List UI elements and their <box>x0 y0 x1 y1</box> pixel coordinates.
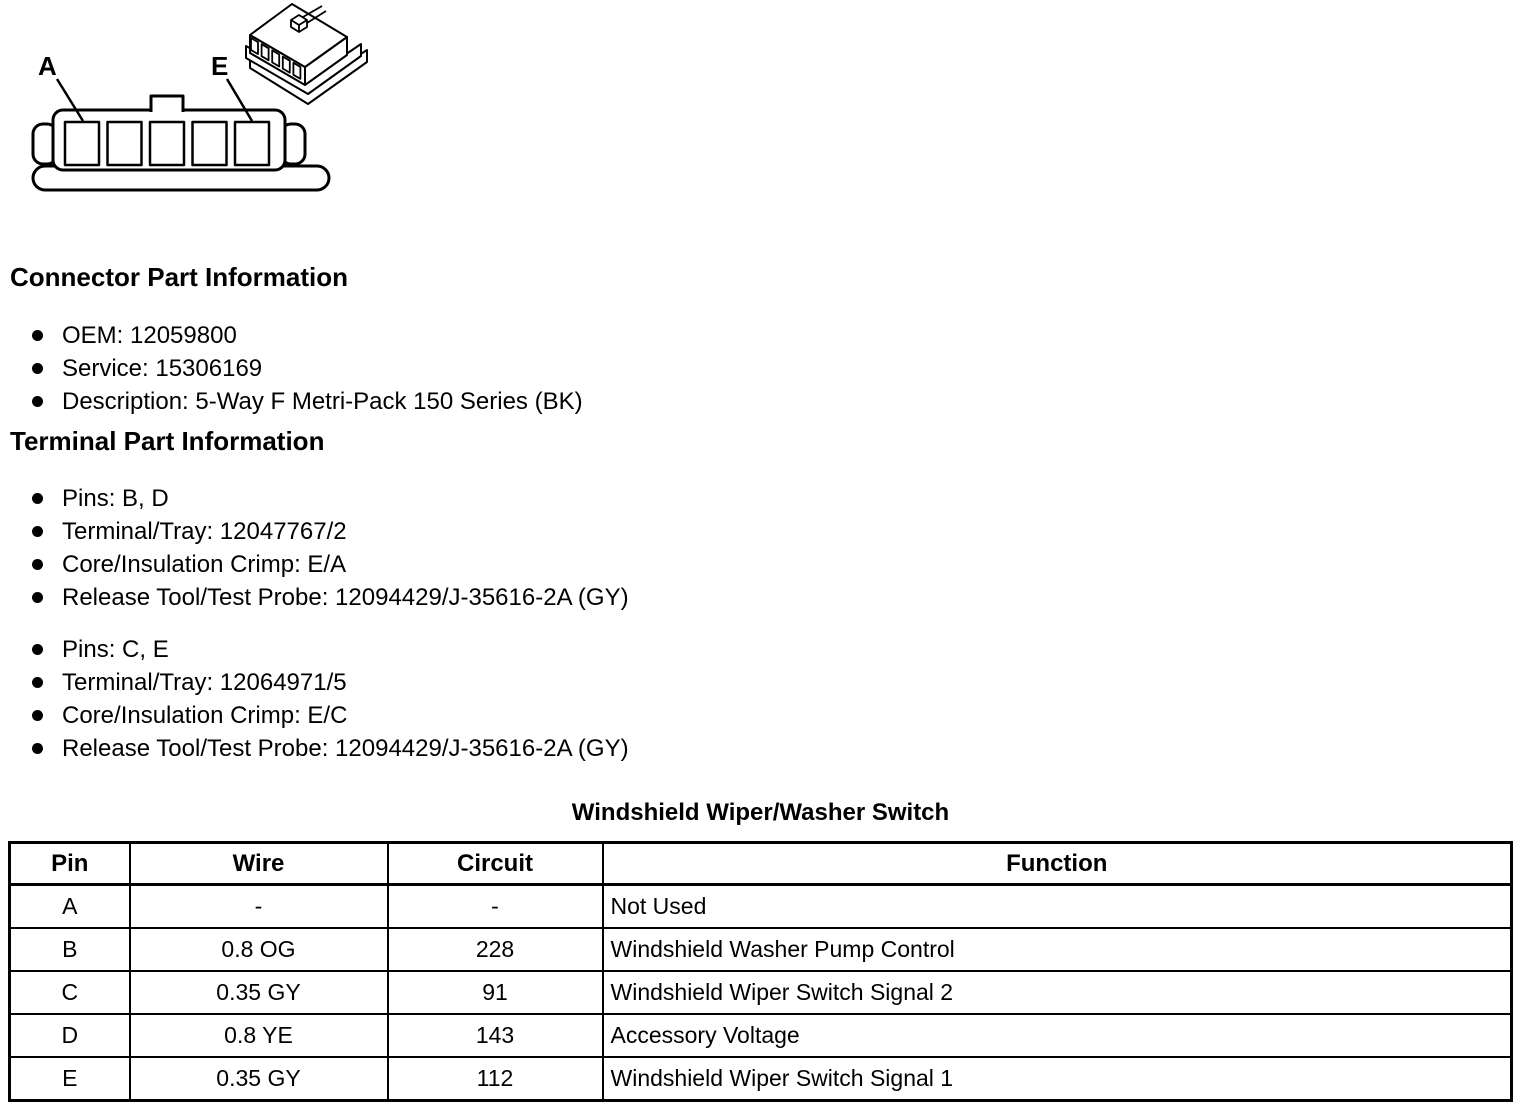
pin-cavities <box>63 120 271 167</box>
cell-pin: A <box>8 883 131 929</box>
bullet-icon <box>32 592 43 603</box>
bullet-icon <box>32 559 43 570</box>
leader-line-a <box>55 78 85 122</box>
iso-lock-tab <box>290 5 327 33</box>
list-item-text: Service: 15306169 <box>62 354 263 382</box>
list-item: Pins: B, D <box>0 482 1520 515</box>
cell-circuit: 112 <box>386 1056 604 1102</box>
cell-pin: E <box>8 1056 131 1102</box>
bullet-icon <box>32 710 43 721</box>
table-row: A - - Not Used <box>8 883 1513 929</box>
bullet-icon <box>32 644 43 655</box>
pinout-table: Pin Wire Circuit Function A - - Not Used… <box>8 841 1513 1102</box>
cell-wire: 0.35 GY <box>128 970 389 1015</box>
list-item: Service: 15306169 <box>0 352 1520 385</box>
cell-pin: B <box>8 927 131 972</box>
list-item: Core/Insulation Crimp: E/A <box>0 548 1520 581</box>
cell-circuit: 143 <box>386 1013 604 1058</box>
list-item: Pins: C, E <box>0 633 1520 666</box>
bullet-icon <box>32 330 43 341</box>
list-item-text: Terminal/Tray: 12064971/5 <box>62 668 347 696</box>
pin-cavity-a <box>63 120 101 167</box>
bullet-icon <box>32 396 43 407</box>
column-header-function: Function <box>601 841 1513 886</box>
terminal-part-info-heading: Terminal Part Information <box>10 426 325 456</box>
pin-callouts: A E <box>38 51 254 122</box>
leader-line-e <box>225 78 254 122</box>
bullet-icon <box>32 493 43 504</box>
terminal-group-ce-list: Pins: C, E Terminal/Tray: 12064971/5 Cor… <box>0 633 1520 765</box>
cell-circuit: - <box>386 883 604 929</box>
bullet-icon <box>32 743 43 754</box>
pin-e-label: E <box>211 51 228 81</box>
list-item: Release Tool/Test Probe: 12094429/J-3561… <box>0 581 1520 614</box>
terminal-group-bd-list: Pins: B, D Terminal/Tray: 12047767/2 Cor… <box>0 482 1520 614</box>
pin-cavity-d <box>191 120 228 167</box>
connector-face-view <box>31 94 331 192</box>
cell-pin: D <box>8 1013 131 1058</box>
table-row: D 0.8 YE 143 Accessory Voltage <box>8 1013 1513 1058</box>
cell-pin: C <box>8 970 131 1015</box>
table-row: C 0.35 GY 91 Windshield Wiper Switch Sig… <box>8 970 1513 1015</box>
cell-function: Not Used <box>601 883 1513 929</box>
cell-wire: 0.35 GY <box>128 1056 389 1102</box>
pin-cavity-c <box>148 120 186 167</box>
list-item-text: Core/Insulation Crimp: E/A <box>62 550 347 578</box>
column-header-pin: Pin <box>8 841 131 886</box>
index-tab <box>149 94 185 112</box>
pin-cavity-b <box>106 120 143 167</box>
list-item-text: OEM: 12059800 <box>62 321 237 349</box>
list-item-text: Pins: C, E <box>62 635 169 663</box>
cell-circuit: 91 <box>386 970 604 1015</box>
list-item-text: Release Tool/Test Probe: 12094429/J-3561… <box>62 583 629 611</box>
column-header-circuit: Circuit <box>386 841 604 886</box>
pin-cavity-e <box>233 120 271 167</box>
pin-a-label: A <box>38 51 57 81</box>
cell-function: Windshield Wiper Switch Signal 2 <box>601 970 1513 1015</box>
list-item: Description: 5-Way F Metri-Pack 150 Seri… <box>0 385 1520 418</box>
bullet-icon <box>32 526 43 537</box>
cell-function: Windshield Washer Pump Control <box>601 927 1513 972</box>
cell-circuit: 228 <box>386 927 604 972</box>
table-row: B 0.8 OG 228 Windshield Washer Pump Cont… <box>8 927 1513 972</box>
table-row: E 0.35 GY 112 Windshield Wiper Switch Si… <box>8 1056 1513 1102</box>
connector-diagram: A E <box>31 3 368 192</box>
cell-function: Windshield Wiper Switch Signal 1 <box>601 1056 1513 1102</box>
pinout-table-title: Windshield Wiper/Washer Switch <box>571 799 950 826</box>
connector-part-info-list: OEM: 12059800 Service: 15306169 Descript… <box>0 319 1520 418</box>
list-item-text: Description: 5-Way F Metri-Pack 150 Seri… <box>62 387 583 415</box>
list-item-text: Release Tool/Test Probe: 12094429/J-3561… <box>62 734 629 762</box>
bullet-icon <box>32 363 43 374</box>
list-item: Terminal/Tray: 12047767/2 <box>0 515 1520 548</box>
iso-terminal-slots <box>250 37 302 80</box>
list-item-text: Core/Insulation Crimp: E/C <box>62 701 348 729</box>
cell-wire: 0.8 YE <box>128 1013 389 1058</box>
list-item-text: Pins: B, D <box>62 484 169 512</box>
list-item: Release Tool/Test Probe: 12094429/J-3561… <box>0 732 1520 765</box>
connector-isometric-view <box>245 3 368 105</box>
list-item: Core/Insulation Crimp: E/C <box>0 699 1520 732</box>
list-item: OEM: 12059800 <box>0 319 1520 352</box>
list-item: Terminal/Tray: 12064971/5 <box>0 666 1520 699</box>
cell-wire: 0.8 OG <box>128 927 389 972</box>
list-item-text: Terminal/Tray: 12047767/2 <box>62 517 347 545</box>
table-header-row: Pin Wire Circuit Function <box>8 841 1513 886</box>
connector-part-info-heading: Connector Part Information <box>10 262 349 292</box>
cell-function: Accessory Voltage <box>601 1013 1513 1058</box>
cell-wire: - <box>128 883 389 929</box>
bullet-icon <box>32 677 43 688</box>
column-header-wire: Wire <box>128 841 389 886</box>
